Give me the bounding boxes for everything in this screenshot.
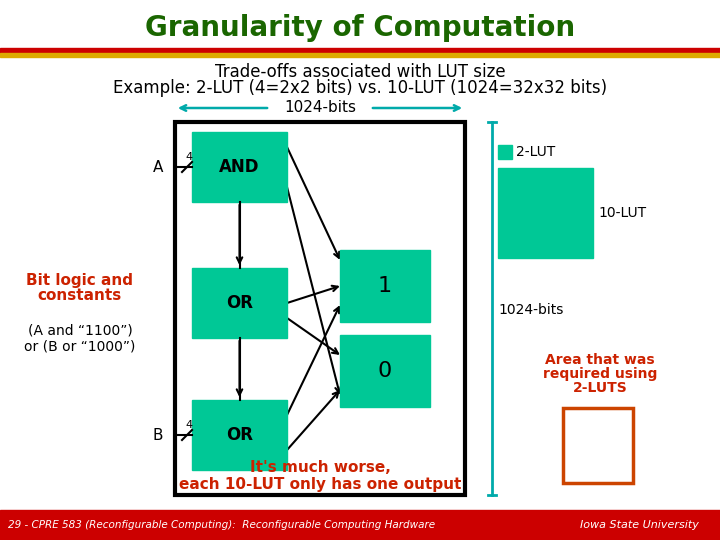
Text: 1024-bits: 1024-bits xyxy=(284,100,356,116)
Bar xyxy=(0,48,720,53)
Bar xyxy=(340,335,430,407)
Text: Example: 2-LUT (4=2x2 bits) vs. 10-LUT (1024=32x32 bits): Example: 2-LUT (4=2x2 bits) vs. 10-LUT (… xyxy=(113,79,607,97)
Text: each 10-LUT only has one output: each 10-LUT only has one output xyxy=(179,476,462,491)
Text: B: B xyxy=(153,428,163,442)
Bar xyxy=(175,122,465,495)
Text: or (B or “1000”): or (B or “1000”) xyxy=(24,339,135,353)
Bar xyxy=(0,53,720,57)
Text: required using: required using xyxy=(543,367,657,381)
Text: 2-LUTS: 2-LUTS xyxy=(572,381,627,395)
Text: constants: constants xyxy=(38,288,122,303)
Text: It's much worse,: It's much worse, xyxy=(250,461,390,476)
Text: OR: OR xyxy=(226,426,253,444)
Text: 2-LUT: 2-LUT xyxy=(516,145,555,159)
Bar xyxy=(498,145,512,159)
Bar xyxy=(0,510,720,540)
Text: Trade-offs associated with LUT size: Trade-offs associated with LUT size xyxy=(215,63,505,81)
Text: Granularity of Computation: Granularity of Computation xyxy=(145,14,575,42)
Text: 4: 4 xyxy=(186,152,192,162)
Text: Iowa State University: Iowa State University xyxy=(580,520,699,530)
Bar xyxy=(340,250,430,322)
Text: 10-LUT: 10-LUT xyxy=(598,206,646,220)
Bar xyxy=(192,268,287,338)
Text: A: A xyxy=(153,159,163,174)
Text: (A and “1100”): (A and “1100”) xyxy=(27,323,132,337)
Text: AND: AND xyxy=(220,158,260,176)
Bar xyxy=(192,400,287,470)
Text: OR: OR xyxy=(226,294,253,312)
Bar xyxy=(498,168,593,258)
Text: 1024-bits: 1024-bits xyxy=(498,303,563,317)
Text: 29 - CPRE 583 (Reconfigurable Computing):  Reconfigurable Computing Hardware: 29 - CPRE 583 (Reconfigurable Computing)… xyxy=(8,520,435,530)
Text: 0: 0 xyxy=(378,361,392,381)
Bar xyxy=(192,132,287,202)
Text: 4: 4 xyxy=(186,420,192,430)
Bar xyxy=(563,408,633,483)
Text: 1: 1 xyxy=(378,276,392,296)
Text: Bit logic and: Bit logic and xyxy=(27,273,133,287)
Text: Area that was: Area that was xyxy=(545,353,654,367)
